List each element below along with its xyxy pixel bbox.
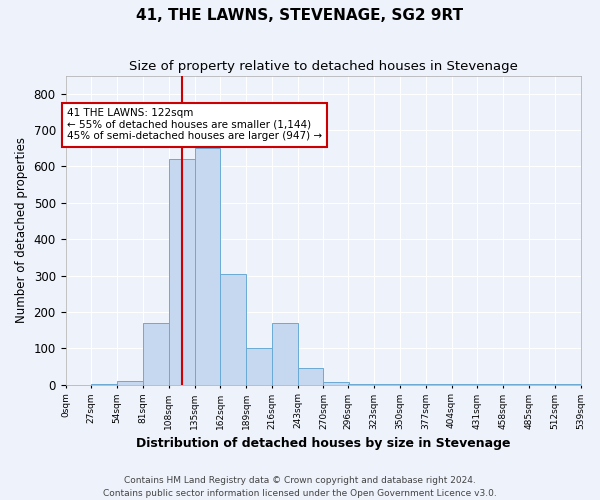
X-axis label: Distribution of detached houses by size in Stevenage: Distribution of detached houses by size … (136, 437, 510, 450)
Y-axis label: Number of detached properties: Number of detached properties (15, 137, 28, 323)
Text: 41 THE LAWNS: 122sqm
← 55% of detached houses are smaller (1,144)
45% of semi-de: 41 THE LAWNS: 122sqm ← 55% of detached h… (67, 108, 322, 142)
Bar (169, 159, 194, 384)
Bar (272, 323, 298, 384)
Bar (143, 323, 169, 384)
Bar (194, 148, 220, 384)
Bar (323, 382, 349, 384)
Bar (220, 274, 246, 384)
Text: 41, THE LAWNS, STEVENAGE, SG2 9RT: 41, THE LAWNS, STEVENAGE, SG2 9RT (136, 8, 464, 22)
Bar (117, 381, 143, 384)
Bar (246, 348, 272, 384)
Bar (298, 368, 323, 384)
Text: Contains HM Land Registry data © Crown copyright and database right 2024.
Contai: Contains HM Land Registry data © Crown c… (103, 476, 497, 498)
Title: Size of property relative to detached houses in Stevenage: Size of property relative to detached ho… (128, 60, 517, 73)
